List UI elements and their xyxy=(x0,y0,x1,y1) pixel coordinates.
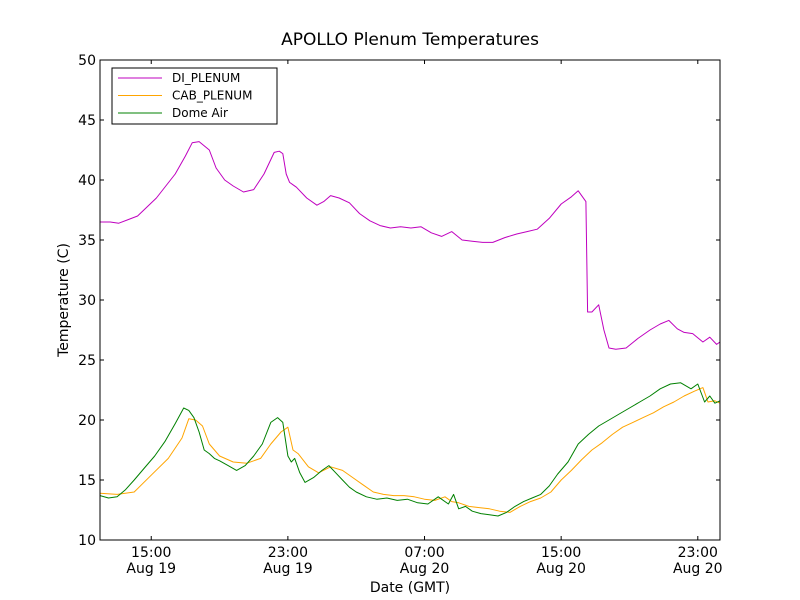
x-tick-date-label: Aug 19 xyxy=(263,561,313,577)
x-tick-time-label: 23:00 xyxy=(678,545,718,561)
chart-title: APOLLO Plenum Temperatures xyxy=(281,30,539,50)
y-tick-label: 40 xyxy=(78,173,96,189)
x-tick-time-label: 15:00 xyxy=(541,545,581,561)
x-tick-time-label: 23:00 xyxy=(268,545,308,561)
y-tick-label: 10 xyxy=(78,533,96,549)
x-tick-date-label: Aug 20 xyxy=(536,561,586,577)
x-tick-time-label: 15:00 xyxy=(131,545,171,561)
legend-label: CAB_PLENUM xyxy=(172,89,252,103)
series-line-cab-plenum xyxy=(100,387,720,513)
y-tick-label: 15 xyxy=(78,473,96,489)
series-line-di-plenum xyxy=(100,141,720,350)
y-tick-label: 50 xyxy=(78,53,96,69)
legend: DI_PLENUM CAB_PLENUM Dome Air xyxy=(111,67,278,125)
x-tick-date-label: Aug 20 xyxy=(400,561,450,577)
legend-label: DI_PLENUM xyxy=(172,71,240,85)
plot-area xyxy=(99,59,721,541)
x-tick-time-label: 07:00 xyxy=(404,545,444,561)
y-tick-label: 20 xyxy=(78,413,96,429)
x-tick-date-label: Aug 19 xyxy=(126,561,176,577)
series-line-dome-air xyxy=(100,382,720,517)
y-tick-label: 25 xyxy=(78,353,96,369)
x-axis-title: Date (GMT) xyxy=(370,580,450,596)
y-axis: 10 15 20 25 30 35 40 45 50 xyxy=(78,53,720,549)
series-lines xyxy=(100,141,720,517)
y-tick-label: 30 xyxy=(78,293,96,309)
y-axis-title: Temperature (C) xyxy=(56,243,72,358)
y-tick-label: 35 xyxy=(78,233,96,249)
y-tick-label: 45 xyxy=(78,113,96,129)
plot-frame xyxy=(99,59,721,541)
x-tick-date-label: Aug 20 xyxy=(673,561,723,577)
legend-label: Dome Air xyxy=(172,106,228,120)
